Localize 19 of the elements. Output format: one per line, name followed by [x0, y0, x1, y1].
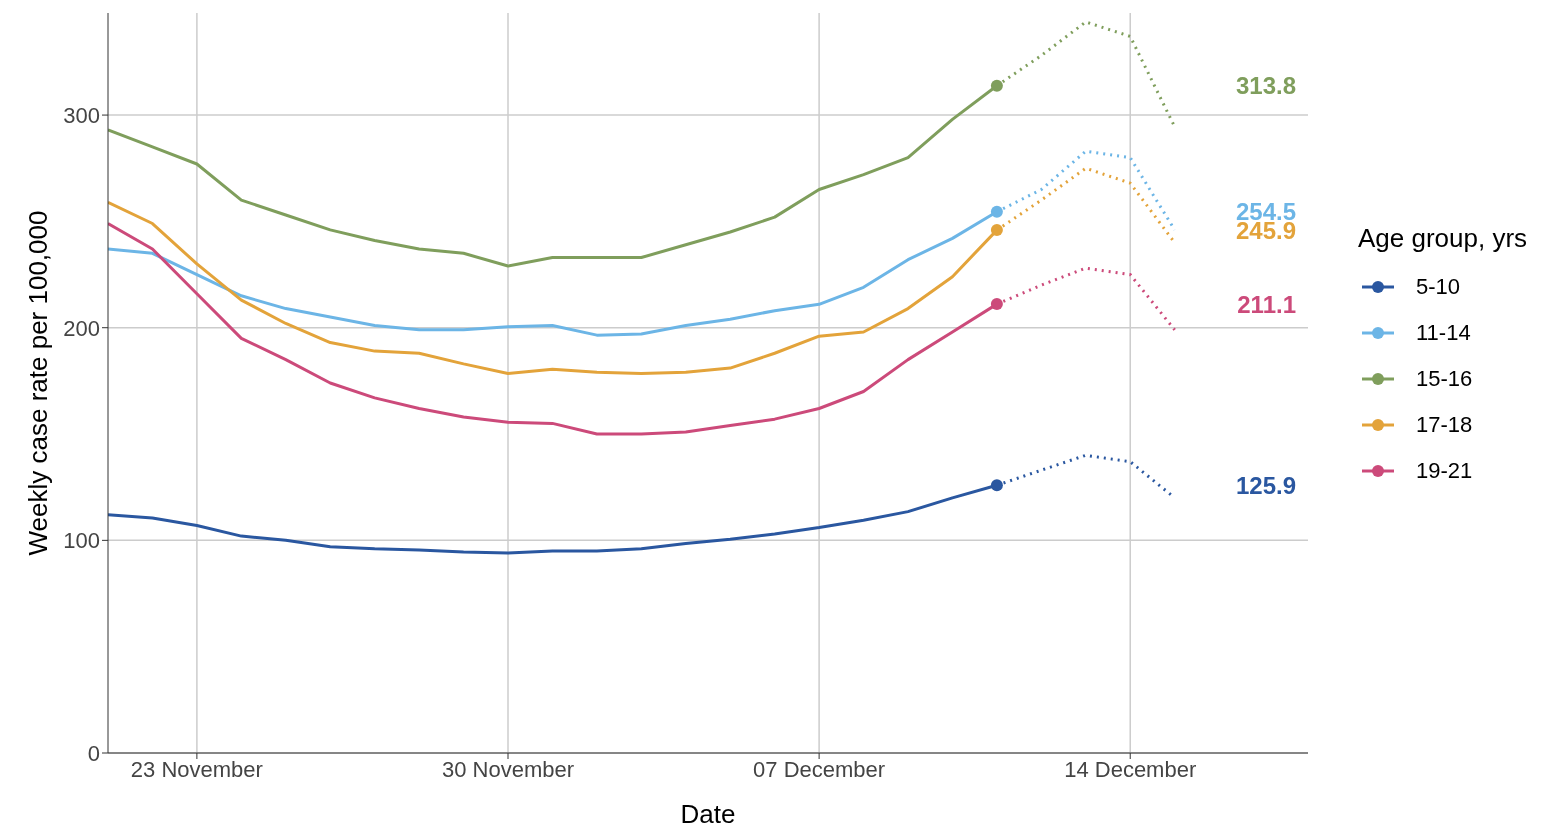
y-axis-title: Weekly case rate per 100,000: [23, 210, 54, 556]
y-tick-label: 300: [63, 102, 100, 128]
legend-label: 19-21: [1416, 457, 1473, 484]
y-tick-label: 0: [87, 740, 100, 766]
y-tick-label: 100: [63, 528, 100, 554]
legend-label: 15-16: [1416, 365, 1473, 392]
x-tick-label: 14 December: [1064, 756, 1197, 782]
x-tick-label: 23 November: [130, 756, 263, 782]
legend-label: 11-14: [1416, 319, 1471, 346]
legend-title: Age group, yrs: [1358, 222, 1528, 254]
legend-label: 17-18: [1416, 411, 1473, 438]
annotation: 125.9: [1235, 471, 1296, 499]
x-tick-label: 30 November: [441, 756, 575, 782]
annotation: 211.1: [1237, 290, 1296, 318]
annotation: 313.8: [1235, 72, 1296, 100]
x-axis-title: Date: [680, 799, 736, 829]
x-tick-label: 07 December: [753, 756, 886, 782]
legend-label: 5-10: [1416, 273, 1461, 300]
y-tick-label: 200: [63, 315, 100, 341]
